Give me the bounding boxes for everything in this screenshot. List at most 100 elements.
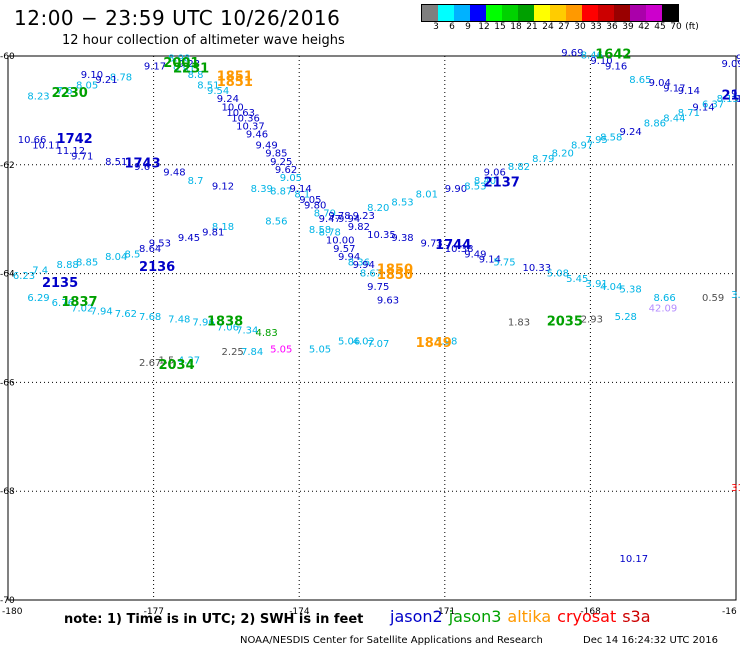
colorbar-label: 24 [542,22,554,32]
colorbar-label: 3 [433,22,439,32]
satellite-legend: jason2 jason3 altika cryosat s3a [390,607,657,626]
wave-height-value: 4.83 [256,328,278,339]
wave-height-value: 7.95 [586,135,608,146]
colorbar-swatch [582,5,598,21]
pass-time-label: 1851 [217,69,253,84]
colorbar-label: 18 [510,22,522,32]
wave-height-value: 7.4 [32,266,48,277]
latitude-tick-label: -62 [0,161,15,171]
wave-height-value: 9.38 [391,233,413,244]
pass-time-label: 2137 [484,176,520,191]
pass-time-label: 1837 [61,295,97,310]
pass-time-label: 2138 [721,89,740,104]
legend-item-altika: altika [507,607,552,626]
wave-height-value: 9.24 [217,94,239,105]
colorbar-label: 9 [465,22,471,32]
wave-height-value: 9.49 [464,249,486,260]
colorbar-swatch [518,5,534,21]
wave-height-value: 2.25 [222,347,244,358]
wave-height-value: 9.63 [377,296,399,307]
longitude-tick-label: -16 [722,607,737,617]
wave-height-value: 8.01 [416,189,438,200]
colorbar-swatch [662,5,678,21]
units-note: note: 1) Time is in UTC; 2) SWH is in fe… [64,612,364,627]
legend-item-jason3: jason3 [448,607,502,626]
longitude-tick-label: -177 [144,607,164,617]
wave-height-value: 3.98 [435,336,457,347]
wave-height-value: 9.23 [178,59,200,70]
lat-lon-grid [7,55,737,601]
legend-item-s3a: s3a [622,607,651,626]
wave-height-value: 8.58 [309,225,331,236]
wave-height-value: 8.53 [391,198,413,209]
wave-height-value: 8.8 [188,70,204,81]
wave-height-value: 6.23 [13,271,35,282]
wave-height-value: 9.23 [353,211,375,222]
wave-height-value: 7.06 [217,323,239,334]
colorbar-label: 6 [449,22,455,32]
wave-height-value: 5.28 [615,312,637,323]
wave-height-value: 5.75 [493,257,515,268]
wave-height-value: 9.17 [663,83,685,94]
wave-height-value: 4.37 [178,355,200,366]
wave-height-value: 9.24 [620,127,642,138]
colorbar-swatch [438,5,454,21]
wave-height-value: 8.04 [105,252,127,263]
longitude-tick-label: -171 [435,607,455,617]
wave-height-value: 2.93 [581,315,603,326]
wave-height-value: 8.40 [474,176,496,187]
wave-height-value: 9.25 [270,157,292,168]
wave-height-value: 9.90 [445,184,467,195]
wave-height-value: 9.82 [348,222,370,233]
pass-time-label: 1743 [124,157,160,172]
wave-height-value: 8.20 [552,149,574,160]
colorbar-swatch [486,5,502,21]
wave-height-value: 9.94 [338,214,360,225]
wave-height-value: 9.53 [149,238,171,249]
wave-height-value: 9.78 [328,211,350,222]
pass-time-label: 1838 [207,314,243,329]
colorbar-label: 30 [574,22,586,32]
wave-height-value: 9.10 [590,56,612,67]
map-title: 12:00 − 23:59 UTC 10/26/2016 [14,6,341,30]
wave-height-value: 0.59 [702,293,724,304]
wave-height-value: 8.53 [464,181,486,192]
wave-height-value: 6.37 [702,100,724,111]
latitude-tick-label: -70 [0,596,15,606]
wave-height-value: 8.82 [508,162,530,173]
wave-height-value: 9.94 [338,252,360,263]
wave-height-value: 5.45 [566,274,588,285]
wave-height-value: 9.75 [367,282,389,293]
wave-height-value: 8.79 [314,208,336,219]
footer-timestamp: Dec 14 16:24:32 UTC 2016 [583,635,718,646]
colorbar-label: 42 [638,22,650,32]
wave-height-value: 9.85 [265,149,287,160]
wave-height-value: 10.66 [18,135,47,146]
wave-height-value: 7.68 [139,312,161,323]
wave-height-value: 9.14 [678,86,700,97]
colorbar-swatch [614,5,630,21]
wave-height-value: 7.48 [168,315,190,326]
pass-time-label: 1849 [416,336,452,351]
pass-time-label: 2136 [139,260,175,275]
wave-height-value: 8.7 [188,176,204,187]
colorbar-swatch [598,5,614,21]
pass-time-label: 2135 [42,276,78,291]
wave-height-value: 8.78 [319,228,341,239]
wave-height-value: 8.36 [348,257,370,268]
wave-height-value: 8.51 [197,81,219,92]
wave-height-value: 9.45 [178,233,200,244]
wave-height-value: 9.06 [484,168,506,179]
wave-height-value: 8.97 [571,140,593,151]
wave-height-value: 10.37 [236,121,265,132]
wave-height-value: 7.94 [91,306,113,317]
wave-height-value: 8.20 [367,203,389,214]
wave-height-value: 10.11 [32,140,61,151]
colorbar-label: 39 [622,22,634,32]
wave-height-value: 8.79 [532,154,554,165]
latitude-tick-label: -64 [0,270,15,280]
wave-height-value: 8.88 [57,260,79,271]
wave-height-value: 6.76 [52,298,74,309]
wave-height-value: 8.56 [265,217,287,228]
